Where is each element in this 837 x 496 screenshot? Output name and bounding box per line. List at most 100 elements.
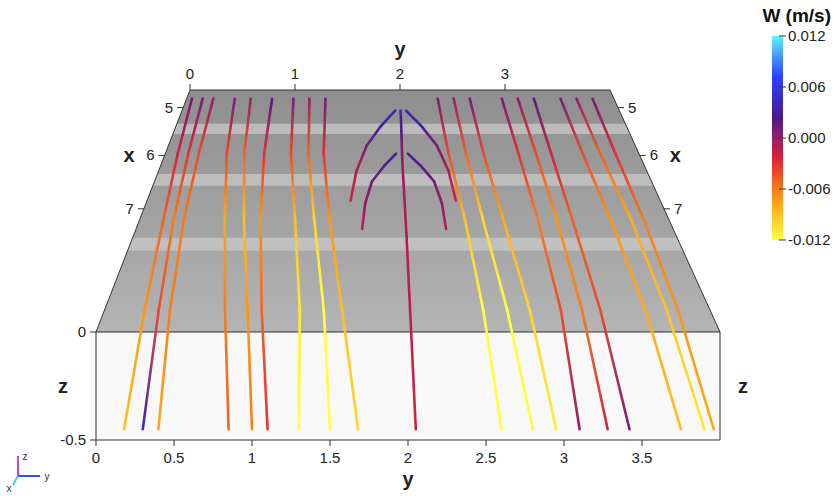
- tick-label: 6: [146, 146, 154, 163]
- page: {"chart_data": {"type": "streamlines3d",…: [0, 0, 837, 496]
- streamline-segment: [600, 154, 631, 219]
- streamline-segment: [408, 154, 421, 166]
- streamline-segment: [342, 310, 358, 429]
- streamline-segment: [158, 310, 170, 429]
- axis-title: y: [402, 468, 414, 490]
- streamline-segment: [261, 154, 265, 219]
- streamline-segment: [644, 219, 678, 310]
- streamline: [143, 99, 203, 430]
- streamline: [438, 99, 502, 430]
- streamline-segment: [291, 99, 293, 154]
- streamline: [454, 99, 533, 430]
- tick: [295, 84, 296, 90]
- streamline-segment: [442, 203, 446, 229]
- streamline-segment: [262, 310, 268, 429]
- tick: [486, 440, 487, 446]
- streamline: [577, 99, 705, 430]
- tick: [177, 107, 183, 108]
- tick: [252, 440, 253, 446]
- chart: 0123y00.511.522.533.5y556677xx0-0.5zzW (…: [0, 0, 837, 496]
- streamline: [408, 154, 446, 229]
- streamline: [244, 99, 252, 430]
- streamline-segment: [503, 219, 530, 310]
- box-front-face: [96, 332, 720, 440]
- streamline-segment: [372, 166, 384, 182]
- tick: [90, 332, 96, 333]
- tick: [96, 440, 97, 446]
- streamline-segment: [678, 310, 714, 429]
- streamline-segment: [402, 159, 406, 236]
- streamline-segment: [615, 154, 643, 219]
- streamline-segment: [502, 99, 519, 154]
- streamline-segment: [519, 154, 538, 219]
- frame-front-right-edge: [720, 332, 721, 440]
- axis-title: y: [394, 38, 406, 60]
- streamline: [308, 99, 330, 430]
- tick-label: 3: [501, 65, 509, 82]
- tick-label: 0: [186, 65, 194, 82]
- tick-label: 5: [628, 99, 636, 116]
- colorbar-tick-label: 0.000: [788, 129, 826, 146]
- streamline-segment: [170, 219, 184, 310]
- tick: [138, 208, 144, 209]
- tick: [642, 440, 643, 446]
- colorbar-tick: [779, 87, 786, 88]
- axis-title: z: [58, 375, 68, 397]
- streamline-segment: [124, 310, 144, 429]
- streamline-segment: [244, 219, 248, 310]
- tick-label: 7: [126, 200, 134, 217]
- tick-label: 1: [291, 65, 299, 82]
- streamline-segment: [264, 99, 272, 154]
- frame-front-top-edge: [96, 332, 720, 333]
- triad-axis: [13, 476, 18, 485]
- bedform-crest: [128, 238, 684, 251]
- tick-label: 3.5: [632, 449, 653, 466]
- axis-title: x: [670, 144, 681, 166]
- tick-label: 1.5: [320, 449, 341, 466]
- tick: [618, 107, 624, 108]
- streamline-segment: [454, 99, 466, 154]
- streamline-segment: [434, 181, 442, 203]
- tick: [505, 84, 506, 90]
- streamline-segment: [583, 154, 611, 219]
- streamline-segment: [646, 310, 681, 429]
- streamline-segment: [329, 219, 342, 310]
- tick-label: 0: [92, 449, 100, 466]
- streamline-segment: [299, 310, 300, 429]
- streamline: [593, 99, 714, 430]
- colorbar-tick-label: -0.006: [788, 180, 831, 197]
- tick-label: 7: [674, 200, 682, 217]
- streamline-segment: [243, 154, 246, 219]
- tick: [640, 155, 646, 156]
- streamline-segment: [538, 219, 561, 310]
- streamline-segment: [518, 99, 536, 154]
- streamline-segment: [667, 310, 705, 429]
- streamline: [158, 99, 213, 430]
- streamline-segment: [551, 154, 572, 219]
- streamline-segment: [314, 219, 324, 310]
- streamline-segment: [421, 166, 434, 182]
- streamline-segment: [530, 310, 556, 429]
- streamline-segment: [470, 99, 484, 154]
- streamline-segment: [381, 111, 395, 126]
- colorbar-tick: [779, 138, 786, 139]
- streamline-segment: [484, 154, 504, 219]
- streamline-segment: [507, 310, 533, 429]
- tick: [564, 440, 565, 446]
- streamline-segment: [384, 154, 396, 166]
- streamlines: [124, 99, 714, 430]
- streamline-segment: [449, 154, 465, 219]
- axis-title: x: [123, 144, 134, 166]
- frame-left-edge: [96, 90, 190, 332]
- colorbar-tick: [779, 240, 786, 241]
- triad-axis: [18, 475, 40, 477]
- streamline-segment: [291, 154, 295, 219]
- bed-surface: [96, 90, 720, 332]
- triad-axis: [17, 456, 19, 476]
- tick-label: 2: [396, 65, 404, 82]
- streamline-segment: [534, 99, 551, 154]
- streamline-segment: [466, 154, 483, 219]
- tick-label: -0.5: [60, 431, 86, 448]
- tick-label: 0.5: [164, 449, 185, 466]
- axis-title: z: [738, 375, 748, 397]
